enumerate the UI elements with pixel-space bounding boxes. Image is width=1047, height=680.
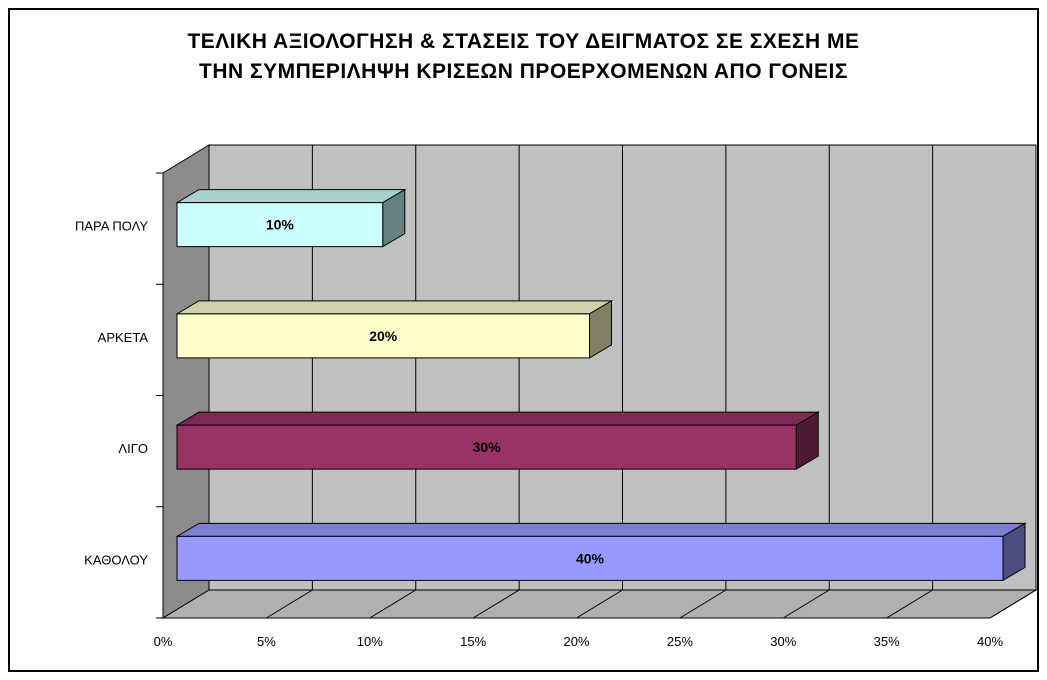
gridline-floor bbox=[266, 589, 313, 619]
x-tick-label: 0% bbox=[154, 634, 173, 649]
chart-title-line-1: ΤΕΛΙΚΗ ΑΞΙΟΛΟΓΗΣΗ & ΣΤΑΣΕΙΣ ΤΟΥ ΔΕΙΓΜΑΤΟ… bbox=[187, 30, 860, 53]
gridline-floor bbox=[989, 589, 1037, 619]
gridline-floor bbox=[576, 589, 623, 619]
x-tick-label: 10% bbox=[357, 634, 383, 649]
bar-top bbox=[175, 300, 614, 315]
data-label: 20% bbox=[369, 328, 398, 344]
gridline-floor bbox=[679, 589, 727, 619]
data-label: 10% bbox=[266, 217, 295, 233]
category-label: ΑΡΚΕΤΑ bbox=[98, 330, 149, 345]
x-tick-label: 20% bbox=[563, 634, 589, 649]
bar-top bbox=[175, 189, 407, 204]
bar bbox=[176, 202, 384, 248]
category-label: ΠΑΡΑ ΠΟΛΥ bbox=[75, 219, 148, 234]
x-tick-label: 25% bbox=[667, 634, 693, 649]
category-label: ΚΑΘΟΛΟΥ bbox=[84, 552, 148, 567]
gridline-floor bbox=[369, 589, 417, 619]
x-tick-label: 35% bbox=[874, 634, 900, 649]
category-label: ΛΙΓΟ bbox=[118, 441, 148, 456]
bar bbox=[176, 424, 797, 470]
gridline-floor bbox=[782, 589, 830, 619]
bar-top bbox=[175, 411, 821, 426]
gridline-floor bbox=[886, 589, 933, 619]
x-tick-label: 5% bbox=[257, 634, 276, 649]
gridline-floor bbox=[472, 589, 520, 619]
chart-title-line-2: ΤΗΝ ΣΥΜΠΕΡΙΛΗΨΗ ΚΡΙΣΕΩΝ ΠΡΟΕΡΧΟΜΕΝΩΝ ΑΠΟ… bbox=[199, 60, 848, 83]
bar bbox=[176, 313, 590, 359]
bar bbox=[176, 535, 1004, 581]
x-tick-label: 15% bbox=[460, 634, 486, 649]
x-tick-label: 30% bbox=[770, 634, 796, 649]
x-tick-label: 40% bbox=[977, 634, 1003, 649]
data-label: 30% bbox=[473, 439, 502, 455]
data-label: 40% bbox=[576, 550, 605, 566]
bar-top bbox=[175, 522, 1027, 537]
